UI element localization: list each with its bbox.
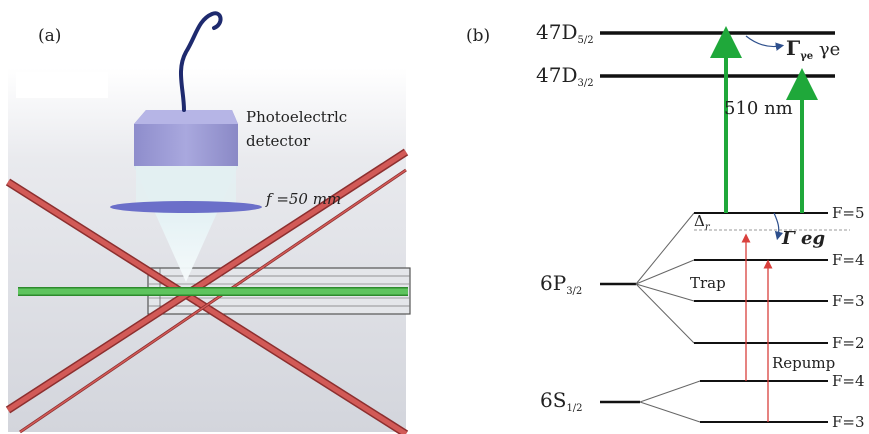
label-6s12: 6S1/2 bbox=[540, 388, 583, 414]
wavelength-label: 510 nm bbox=[724, 98, 793, 119]
label-47d32: 47D3/2 bbox=[536, 63, 594, 89]
label-p-f2: F=2 bbox=[832, 334, 865, 352]
label-p-f3: F=3 bbox=[832, 292, 865, 310]
detector-icon bbox=[134, 110, 238, 166]
panel-b-label: (b) bbox=[466, 26, 491, 46]
cone-top bbox=[136, 162, 236, 208]
p-decay-arrow bbox=[773, 212, 784, 241]
rydberg-decay-arrow bbox=[745, 35, 785, 51]
detector-label-line1: Photoelectrlc bbox=[246, 108, 348, 126]
lens-icon bbox=[110, 201, 262, 213]
fiber-cable bbox=[178, 11, 223, 112]
trap-label: Trap bbox=[690, 274, 726, 292]
energy-level-diagram bbox=[600, 26, 850, 423]
panel-a-label: (a) bbox=[38, 26, 62, 46]
detector-label-line2: detector bbox=[246, 132, 311, 150]
label-s-f3: F=3 bbox=[832, 413, 865, 431]
s-fan-lines bbox=[639, 380, 701, 423]
apparatus-drawing bbox=[5, 11, 411, 434]
panel-a-apparatus: (a) Photoelectrlc detector f =50 mm bbox=[0, 0, 420, 434]
panel-b-energy-diagram: (b) 47D5/2 47D3/2 6P3/2 6S1/2 F=5 F=4 F=… bbox=[430, 0, 869, 434]
trap-cross-beams bbox=[5, 148, 409, 434]
p-decay-label: Γ eg bbox=[782, 228, 826, 249]
excitation-beam bbox=[18, 287, 408, 296]
p-fan-lines bbox=[635, 212, 695, 344]
white-inset bbox=[16, 72, 108, 98]
label-47d52: 47D5/2 bbox=[536, 20, 594, 46]
rydberg-decay-label: Γγe γe bbox=[786, 36, 841, 62]
label-p-f4: F=4 bbox=[832, 251, 865, 269]
lens-label: f =50 mm bbox=[266, 190, 342, 208]
label-6p32: 6P3/2 bbox=[540, 271, 583, 297]
detuning-label: Δr bbox=[694, 212, 710, 233]
repump-label: Repump bbox=[772, 354, 836, 372]
label-s-f4: F=4 bbox=[832, 372, 865, 390]
label-p-f5: F=5 bbox=[832, 204, 865, 222]
